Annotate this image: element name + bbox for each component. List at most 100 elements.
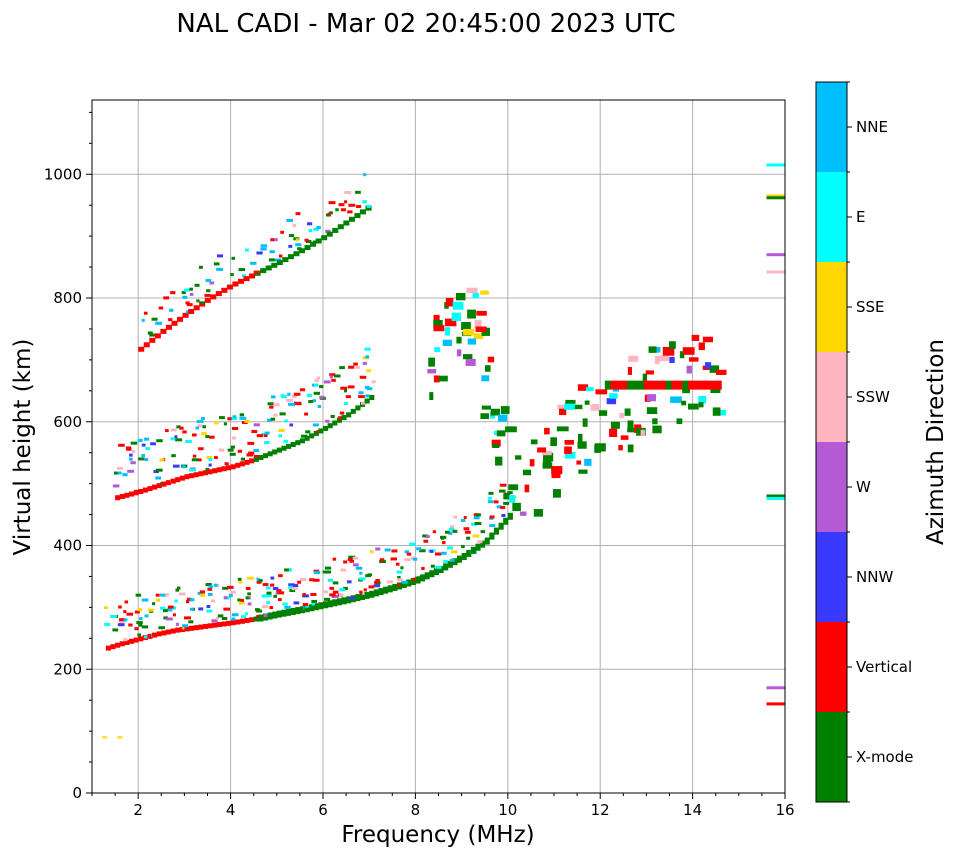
echo-mark <box>344 191 352 195</box>
trace-base-mark <box>281 445 287 451</box>
echo-mark <box>433 314 440 323</box>
trace-base-mark <box>392 583 398 591</box>
trace-base-mark <box>138 346 145 352</box>
trace-base-mark <box>332 227 339 233</box>
trace-base-mark <box>378 588 384 596</box>
trace-base-mark <box>332 599 338 607</box>
echo-mark <box>171 454 176 458</box>
echo-mark <box>264 431 270 435</box>
trace-base-mark <box>170 628 176 634</box>
echo-mark <box>550 437 557 447</box>
echo-mark <box>208 585 213 589</box>
trace-base-mark <box>253 456 259 462</box>
echo-mark <box>590 404 600 411</box>
echo-mark <box>368 585 375 589</box>
trace-base-mark <box>225 465 232 471</box>
x-tick-label: 2 <box>133 801 143 819</box>
echo-mark <box>343 586 348 590</box>
echo-mark <box>327 578 333 582</box>
trace-base-mark <box>286 443 292 449</box>
echo-mark <box>265 586 271 590</box>
echo-mark <box>366 204 371 208</box>
trace-base-mark <box>143 342 150 348</box>
echo-mark <box>223 596 228 600</box>
echo-mark <box>452 529 458 533</box>
trace-base-mark <box>341 597 347 605</box>
echo-mark <box>207 587 213 591</box>
echo-mark <box>278 574 283 578</box>
echo-mark <box>198 607 204 611</box>
echo-mark <box>302 592 306 596</box>
echo-mark <box>379 560 386 564</box>
echo-mark <box>228 594 233 598</box>
echo-mark <box>281 395 287 399</box>
echo-mark <box>207 582 212 586</box>
echo-mark <box>488 491 494 495</box>
echo-mark <box>359 590 363 594</box>
echo-mark <box>434 347 441 353</box>
echo-mark <box>395 562 400 566</box>
echo-mark <box>163 296 170 300</box>
echo-mark <box>295 243 302 247</box>
trace-base-mark <box>225 620 232 626</box>
echo-mark <box>123 618 128 622</box>
echo-mark <box>487 356 495 363</box>
colorbar-segment <box>816 352 847 442</box>
echo-mark <box>688 403 699 410</box>
trace-base-mark <box>461 553 467 561</box>
echo-mark <box>363 588 367 592</box>
echo-mark <box>275 591 280 595</box>
echo-mark <box>542 460 552 469</box>
echo-mark <box>698 402 704 408</box>
echo-mark <box>348 365 355 369</box>
echo-mark <box>239 413 245 417</box>
trace-base-mark <box>204 297 211 303</box>
echo-mark <box>141 598 149 602</box>
trace-base-mark <box>304 245 311 251</box>
echo-mark <box>325 419 330 423</box>
echo-mark <box>172 464 180 468</box>
echo-mark <box>449 525 455 529</box>
echo-mark <box>620 435 629 440</box>
echo-mark <box>261 605 269 609</box>
echo-mark <box>453 515 458 519</box>
echo-mark <box>474 521 482 525</box>
echo-mark <box>556 426 569 432</box>
echo-mark <box>577 441 587 449</box>
echo-mark <box>136 621 143 625</box>
trace-base-mark <box>313 430 319 436</box>
trace-base-mark <box>235 462 241 468</box>
echo-mark <box>245 596 249 600</box>
echo-mark <box>576 460 582 465</box>
trace-base-mark <box>249 617 255 623</box>
echo-mark <box>558 407 567 416</box>
echo-mark <box>164 429 169 433</box>
echo-mark <box>501 513 506 517</box>
echo-mark <box>552 489 561 498</box>
trace-base-mark <box>210 294 217 300</box>
echo-mark <box>682 380 689 390</box>
echo-mark <box>137 608 143 612</box>
echo-mark <box>311 599 318 603</box>
echo-mark <box>466 536 471 540</box>
echo-mark <box>335 208 339 212</box>
echo-mark <box>288 585 294 589</box>
trace-base-mark <box>119 494 125 499</box>
echo-mark <box>422 534 428 538</box>
colorbar-tick-label: NNW <box>856 568 893 586</box>
echo-mark <box>355 365 360 369</box>
trace-base-mark <box>179 627 185 633</box>
echo-mark <box>358 391 364 395</box>
echo-mark <box>461 322 471 331</box>
echo-mark <box>232 415 237 419</box>
echo-mark <box>196 420 204 424</box>
echo-mark <box>248 451 255 455</box>
echo-mark <box>570 404 583 410</box>
echo-mark <box>103 606 108 610</box>
trace-base-mark <box>365 205 372 211</box>
trace-base-mark <box>216 622 222 628</box>
echo-mark <box>130 441 138 445</box>
echo-mark <box>430 564 435 568</box>
echo-mark <box>456 349 462 357</box>
